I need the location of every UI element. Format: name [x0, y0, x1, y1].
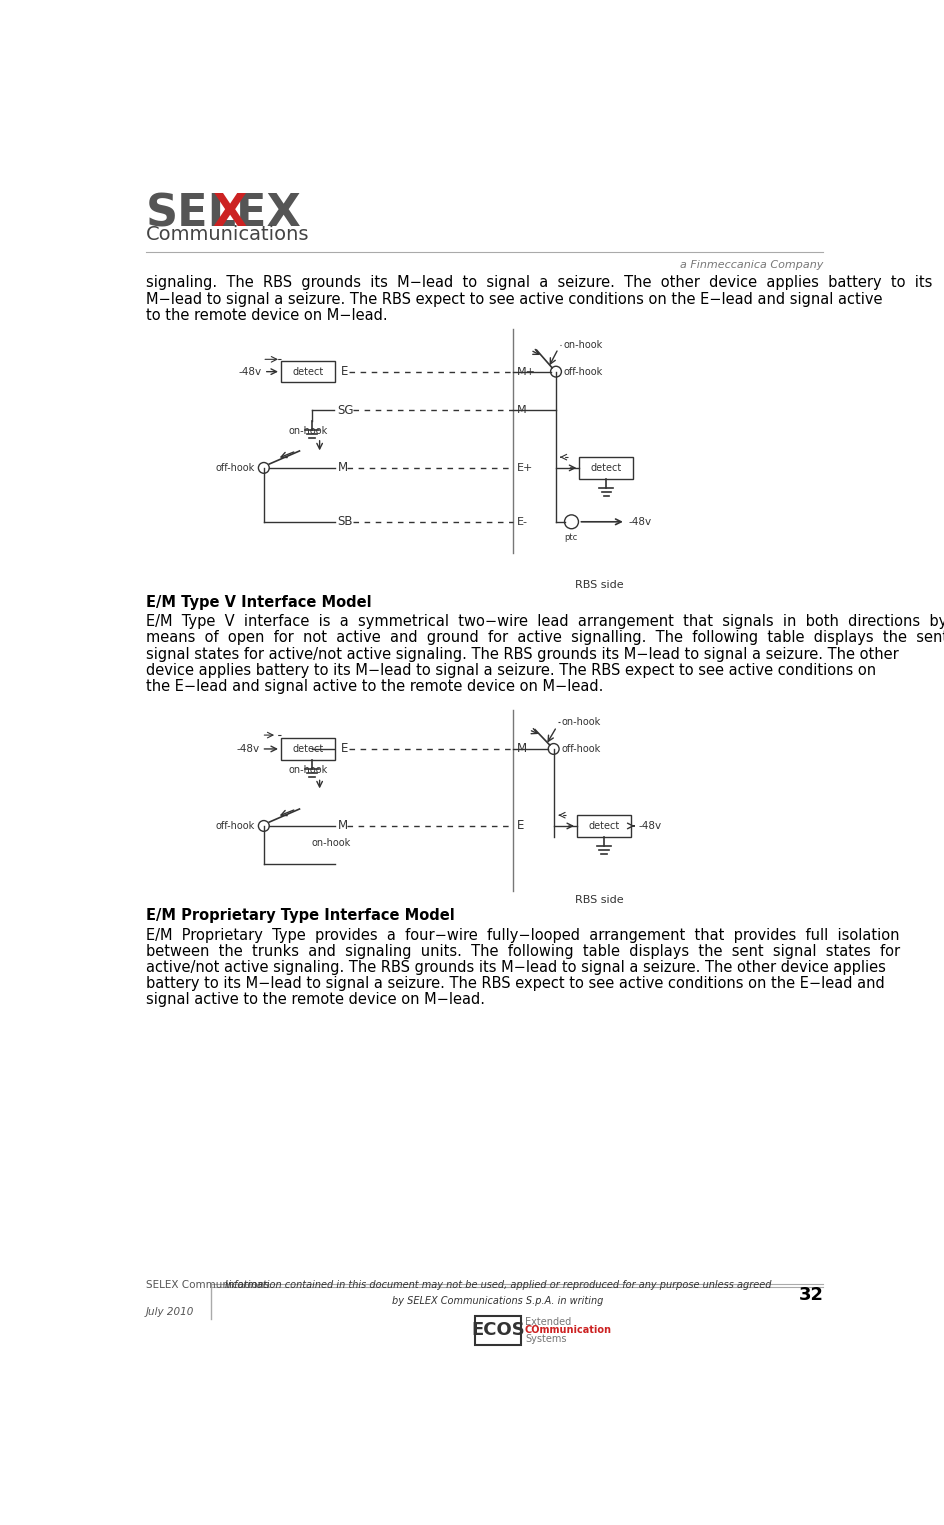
Text: on-hook: on-hook [561, 717, 600, 727]
Text: SELEX: SELEX [146, 192, 301, 235]
Text: E+: E+ [516, 464, 533, 473]
Text: SB: SB [337, 515, 352, 528]
Text: -48v: -48v [638, 820, 662, 831]
Text: Communications: Communications [146, 226, 310, 244]
Text: by SELEX Communications S.p.A. in writing: by SELEX Communications S.p.A. in writin… [392, 1296, 603, 1305]
Text: detect: detect [292, 366, 323, 377]
Text: the E−lead and signal active to the remote device on M−lead.: the E−lead and signal active to the remo… [146, 679, 603, 694]
Text: detect: detect [590, 464, 621, 473]
Text: off-hook: off-hook [564, 366, 602, 377]
Text: RBS side: RBS side [575, 580, 623, 590]
Text: Information contained in this document may not be used, applied or reproduced fo: Information contained in this document m… [225, 1281, 770, 1290]
Text: off-hook: off-hook [215, 464, 254, 473]
Text: RBS side: RBS side [575, 895, 623, 906]
Text: E: E [516, 819, 524, 833]
Text: Extended: Extended [525, 1316, 570, 1327]
Text: M−lead to signal a seizure. The RBS expect to see active conditions on the E−lea: M−lead to signal a seizure. The RBS expe… [146, 291, 882, 307]
Text: to the remote device on M−lead.: to the remote device on M−lead. [146, 308, 387, 323]
Text: M: M [337, 462, 347, 474]
Text: signaling.  The  RBS  grounds  its  M−lead  to  signal  a  seizure.  The  other : signaling. The RBS grounds its M−lead to… [146, 276, 932, 290]
Text: SELEX Communications: SELEX Communications [146, 1281, 269, 1290]
Text: E: E [341, 743, 348, 755]
Bar [474, 1316, 520, 1345]
Text: active/not active signaling. The RBS grounds its M−lead to signal a seizure. The: active/not active signaling. The RBS gro… [146, 959, 885, 974]
Text: M: M [516, 743, 527, 755]
Text: X: X [211, 192, 245, 235]
Bar [577, 816, 631, 837]
Text: E/M  Proprietary  Type  provides  a  four−wire  fully−looped  arrangement  that : E/M Proprietary Type provides a four−wir… [146, 927, 899, 942]
Text: means  of  open  for  not  active  and  ground  for  active  signalling.  The  f: means of open for not active and ground … [146, 630, 944, 645]
Text: -48v: -48v [236, 744, 259, 753]
Text: between  the  trunks  and  signaling  units.  The  following  table  displays  t: between the trunks and signaling units. … [146, 944, 900, 959]
Text: E/M Type V Interface Model: E/M Type V Interface Model [146, 595, 371, 610]
Text: 32: 32 [798, 1286, 822, 1304]
Text: SG: SG [337, 404, 354, 416]
Text: ptc: ptc [564, 532, 577, 541]
Text: ECOS: ECOS [470, 1321, 524, 1339]
Text: -48v: -48v [238, 366, 261, 377]
Text: signal states for active/not active signaling. The RBS grounds its M−lead to sig: signal states for active/not active sign… [146, 647, 898, 662]
Text: battery to its M−lead to signal a seizure. The RBS expect to see active conditio: battery to its M−lead to signal a seizur… [146, 976, 884, 991]
Text: E-: E- [516, 517, 528, 526]
Text: July 2010: July 2010 [146, 1307, 194, 1318]
Text: -48v: -48v [628, 517, 650, 526]
Text: COmmunication: COmmunication [525, 1325, 612, 1336]
Text: off-hook: off-hook [561, 744, 600, 753]
Text: on-hook: on-hook [564, 340, 602, 349]
Text: on-hook: on-hook [312, 837, 351, 848]
Bar [280, 738, 335, 759]
Text: M-: M- [516, 406, 531, 415]
Text: E/M  Type  V  interface  is  a  symmetrical  two−wire  lead  arrangement  that  : E/M Type V interface is a symmetrical tw… [146, 615, 944, 630]
Text: Systems: Systems [525, 1334, 565, 1344]
Text: on-hook: on-hook [288, 425, 328, 436]
Text: device applies battery to its M−lead to signal a seizure. The RBS expect to see : device applies battery to its M−lead to … [146, 663, 875, 677]
Text: detect: detect [588, 820, 619, 831]
Text: M+: M+ [516, 366, 535, 377]
Text: detect: detect [292, 744, 323, 753]
Bar [280, 361, 335, 383]
Text: off-hook: off-hook [215, 820, 254, 831]
Text: E/M Proprietary Type Interface Model: E/M Proprietary Type Interface Model [146, 909, 454, 923]
Text: signal active to the remote device on M−lead.: signal active to the remote device on M−… [146, 993, 484, 1008]
Bar [579, 458, 632, 479]
Text: E: E [341, 364, 348, 378]
Text: on-hook: on-hook [288, 766, 328, 775]
Text: a Finmeccanica Company: a Finmeccanica Company [680, 259, 822, 270]
Text: M: M [337, 819, 347, 833]
